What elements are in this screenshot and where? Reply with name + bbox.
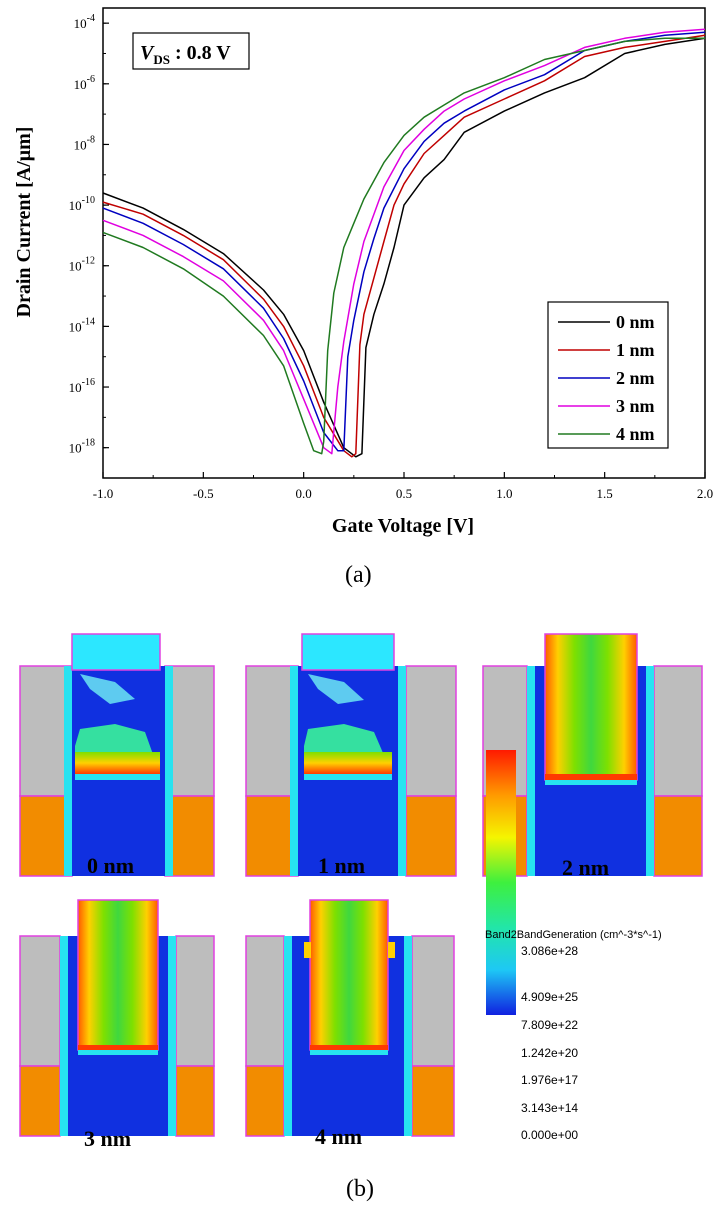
colorbar-tick: 3.086e+28 — [521, 944, 579, 958]
vds-value: : 0.8 V — [170, 42, 231, 64]
legend-label: 3 nm — [616, 396, 655, 416]
colorbar-tick: 4.909e+25 — [521, 990, 579, 1004]
svg-text:VDS : 0.8 V: VDS : 0.8 V — [140, 42, 231, 67]
colorbar-tick: 1.242e+20 — [521, 1046, 579, 1060]
x-tick-label: 0.5 — [396, 486, 412, 501]
colorbar-tick: 0.000e+00 — [521, 1128, 579, 1142]
device-map-1nm — [245, 633, 457, 877]
x-axis-label: Gate Voltage [V] — [332, 515, 474, 537]
vds-symbol: V — [140, 42, 155, 64]
caption-3nm: 3 nm — [84, 1126, 132, 1151]
y-tick-label: 10-12 — [69, 256, 95, 274]
series-line-2 — [102, 31, 706, 452]
series-line-3 — [102, 28, 706, 455]
caption-0nm: 0 nm — [87, 853, 135, 878]
x-tick-label: 2.0 — [697, 486, 713, 501]
legend-label: 0 nm — [616, 312, 655, 332]
vds-annotation: VDS : 0.8 V — [132, 32, 250, 70]
x-tick-label: 0.0 — [296, 486, 312, 501]
x-axis-ticks: -1.0 -0.5 0.0 0.5 1.0 1.5 2.0 — [93, 472, 713, 501]
x-tick-label: -0.5 — [193, 486, 214, 501]
device-map-0nm — [19, 633, 215, 877]
y-tick-label: 10-10 — [69, 195, 95, 213]
y-axis-ticks: 10-18 10-16 10-14 10-12 10-10 10-8 10-6 10-4 — [69, 13, 109, 479]
series-line-0 — [102, 37, 706, 458]
panel-a-label: (a) — [345, 562, 372, 588]
device-map-2nm — [482, 633, 703, 877]
y-tick-label: 10-18 — [69, 438, 95, 456]
vds-subscript: DS — [153, 52, 170, 67]
colorbar — [486, 750, 516, 1015]
x-tick-label: 1.0 — [496, 486, 512, 501]
x-tick-label: 1.5 — [597, 486, 613, 501]
colorbar-tick: 1.976e+17 — [521, 1073, 579, 1087]
device-map-3nm — [19, 899, 215, 1137]
series-lines — [102, 28, 706, 458]
caption-1nm: 1 nm — [318, 853, 366, 878]
caption-4nm: 4 nm — [315, 1124, 363, 1149]
x-tick-label: -1.0 — [93, 486, 114, 501]
series-line-1 — [102, 34, 706, 458]
legend: 0 nm 1 nm 2 nm 3 nm 4 nm — [547, 301, 669, 449]
y-tick-label: 10-14 — [69, 316, 95, 334]
legend-label: 4 nm — [616, 424, 655, 444]
y-tick-label: 10-6 — [74, 74, 95, 92]
colorbar-title: Band2BandGeneration (cm^-3*s^-1) — [485, 929, 662, 941]
drain-current-chart: -1.0 -0.5 0.0 0.5 1.0 1.5 2.0 10-1810-1610-141… — [13, 7, 713, 537]
colorbar-tick: 3.143e+14 — [521, 1101, 579, 1115]
device-map-4nm — [245, 899, 455, 1137]
caption-2nm: 2 nm — [562, 855, 610, 880]
colorbar-tick: 7.809e+22 — [521, 1018, 579, 1032]
legend-label: 1 nm — [616, 340, 655, 360]
y-tick-label: 10-16 — [69, 377, 95, 395]
b2b-generation-maps — [19, 633, 703, 1137]
y-tick-label: 10-8 — [74, 134, 95, 152]
y-tick-label: 10-4 — [74, 13, 95, 31]
y-axis-label: Drain Current [A/μm] — [13, 127, 35, 318]
panel-b-label: (b) — [346, 1176, 374, 1202]
series-line-4 — [102, 37, 705, 455]
legend-label: 2 nm — [616, 368, 655, 388]
